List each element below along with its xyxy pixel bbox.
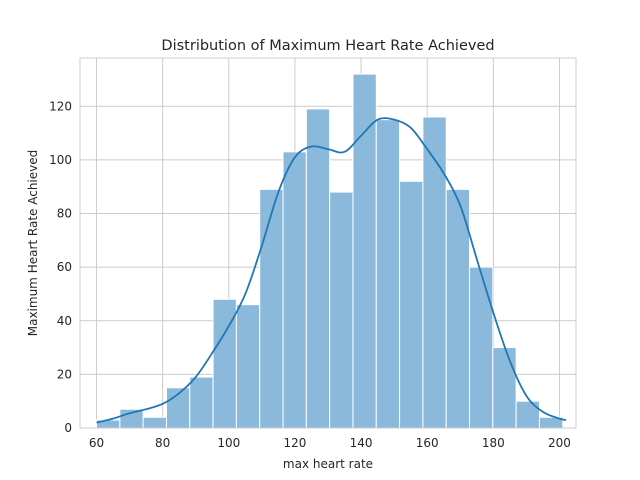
histogram-bar bbox=[282, 151, 307, 429]
histogram-bar bbox=[352, 73, 377, 429]
kde-curve bbox=[96, 117, 567, 424]
histogram-bar bbox=[399, 180, 424, 429]
x-axis-label: max heart rate bbox=[283, 457, 373, 471]
y-tick-label: 100 bbox=[49, 153, 72, 167]
histogram-bar bbox=[235, 304, 261, 429]
histogram-bar bbox=[142, 416, 167, 429]
y-axis-label: Maximum Heart Rate Achieved bbox=[26, 150, 40, 337]
histogram-bar bbox=[469, 266, 494, 429]
x-tick-label: 60 bbox=[89, 436, 104, 450]
y-tick-label: 120 bbox=[49, 99, 72, 113]
histogram-bar bbox=[259, 188, 284, 429]
chart-title: Distribution of Maximum Heart Rate Achie… bbox=[161, 38, 494, 54]
x-tick-label: 160 bbox=[416, 436, 439, 450]
histogram-bars bbox=[96, 73, 564, 429]
histogram-bar bbox=[515, 400, 540, 429]
histogram-bar bbox=[305, 108, 331, 429]
histogram-bar bbox=[492, 347, 517, 429]
y-tick-label: 80 bbox=[57, 207, 72, 221]
histogram-bar bbox=[422, 116, 447, 429]
y-tick-label: 60 bbox=[57, 260, 72, 274]
histogram-bar bbox=[329, 191, 354, 429]
plot-frame bbox=[79, 57, 577, 429]
y-tick-labels: 0 20 40 60 80 100 120 bbox=[49, 99, 72, 435]
x-tick-label: 80 bbox=[155, 436, 170, 450]
x-tick-labels: 60 80 100 120 140 160 180 200 bbox=[89, 436, 571, 450]
x-tick-label: 100 bbox=[217, 436, 240, 450]
y-tick-label: 0 bbox=[64, 421, 72, 435]
histogram-bar bbox=[375, 119, 401, 429]
histogram-bar bbox=[189, 376, 214, 429]
y-tick-label: 20 bbox=[57, 367, 72, 381]
x-tick-label: 180 bbox=[482, 436, 505, 450]
y-tick-label: 40 bbox=[57, 314, 72, 328]
x-tick-label: 200 bbox=[548, 436, 571, 450]
x-tick-label: 120 bbox=[283, 436, 306, 450]
x-tick-label: 140 bbox=[350, 436, 373, 450]
